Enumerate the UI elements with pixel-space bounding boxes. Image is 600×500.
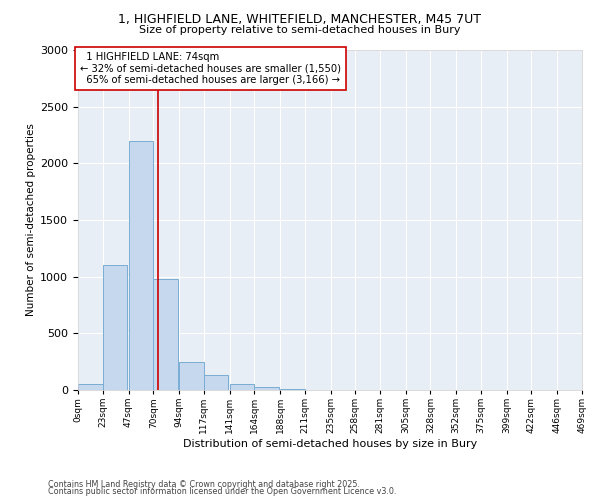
Text: Size of property relative to semi-detached houses in Bury: Size of property relative to semi-detach…: [139, 25, 461, 35]
Text: Contains HM Land Registry data © Crown copyright and database right 2025.: Contains HM Land Registry data © Crown c…: [48, 480, 360, 489]
Bar: [254, 386, 279, 390]
Bar: [230, 384, 254, 390]
Bar: [280, 389, 305, 390]
Text: 1, HIGHFIELD LANE, WHITEFIELD, MANCHESTER, M45 7UT: 1, HIGHFIELD LANE, WHITEFIELD, MANCHESTE…: [119, 12, 482, 26]
Bar: [179, 362, 204, 390]
Bar: [204, 376, 229, 390]
Text: 1 HIGHFIELD LANE: 74sqm
← 32% of semi-detached houses are smaller (1,550)
  65% : 1 HIGHFIELD LANE: 74sqm ← 32% of semi-de…: [80, 52, 341, 86]
Bar: [103, 266, 127, 390]
X-axis label: Distribution of semi-detached houses by size in Bury: Distribution of semi-detached houses by …: [183, 439, 477, 449]
Text: Contains public sector information licensed under the Open Government Licence v3: Contains public sector information licen…: [48, 487, 397, 496]
Bar: [78, 384, 103, 390]
Bar: [128, 140, 153, 390]
Bar: [153, 279, 178, 390]
Y-axis label: Number of semi-detached properties: Number of semi-detached properties: [26, 124, 36, 316]
